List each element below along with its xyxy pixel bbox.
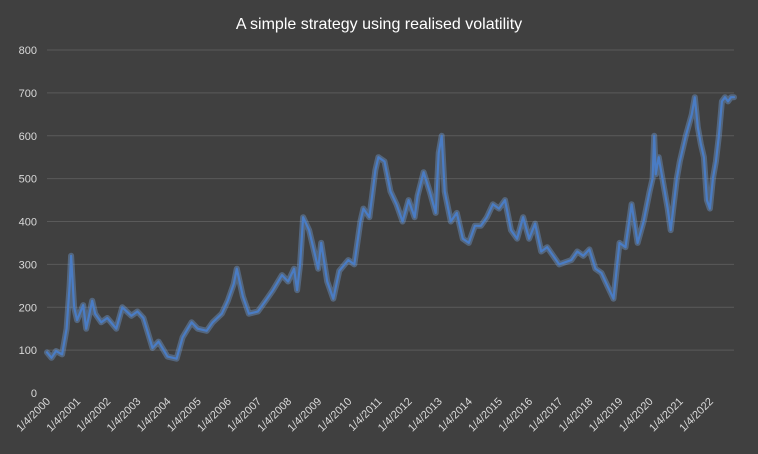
chart-title: A simple strategy using realised volatil… xyxy=(236,16,522,33)
y-tick-label: 200 xyxy=(19,302,37,314)
y-tick-label: 0 xyxy=(31,388,37,400)
series-glow xyxy=(44,94,737,362)
gridlines xyxy=(47,49,734,351)
y-tick-label: 100 xyxy=(19,345,37,357)
y-tick-label: 700 xyxy=(19,88,37,100)
y-tick-label: 400 xyxy=(19,217,37,229)
y-tick-label: 600 xyxy=(19,131,37,143)
y-tick-label: 800 xyxy=(19,45,37,57)
x-axis-tick-labels: 1/4/20001/4/20011/4/20021/4/20031/4/2004… xyxy=(14,396,716,435)
y-tick-label: 300 xyxy=(19,259,37,271)
series-line xyxy=(45,96,736,360)
y-axis-tick-labels: 0 100 200 300 400 500 600 700 800 xyxy=(19,45,37,400)
series-layer xyxy=(44,94,737,362)
y-tick-label: 500 xyxy=(19,174,37,186)
